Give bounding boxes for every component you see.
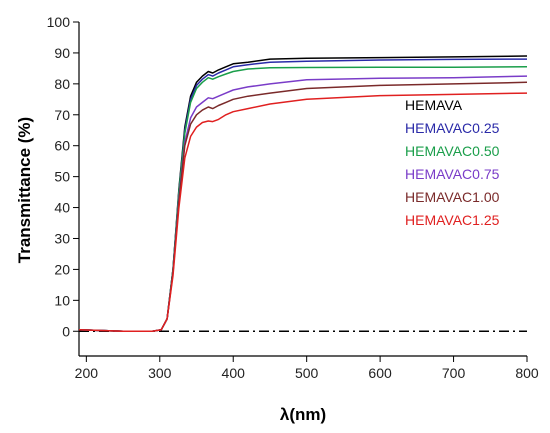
y-tick-label: 40 xyxy=(54,200,70,216)
x-tick-label: 700 xyxy=(442,365,466,381)
legend-label-hemavac0-50: HEMAVAC0.50 xyxy=(405,143,500,159)
y-tick-label: 90 xyxy=(54,45,70,61)
y-tick-label: 80 xyxy=(54,76,70,92)
series-lines xyxy=(78,55,528,333)
legend-label-hemavac0-75: HEMAVAC0.75 xyxy=(405,166,500,182)
legend-label-hemavac1-00: HEMAVAC1.00 xyxy=(405,189,500,205)
x-tick-label: 500 xyxy=(295,365,319,381)
legend-label-hemava: HEMAVA xyxy=(405,97,463,113)
x-tick-label: 600 xyxy=(368,365,392,381)
y-tick-label: 30 xyxy=(54,230,70,246)
y-tick-label: 100 xyxy=(47,14,71,30)
x-tick-label: 400 xyxy=(222,365,246,381)
x-tick-label: 200 xyxy=(75,365,99,381)
x-tick-label: 800 xyxy=(515,365,539,381)
y-tick-label: 50 xyxy=(54,169,70,185)
legend-label-hemavac1-25: HEMAVAC1.25 xyxy=(405,212,500,228)
series-line-hemavac1-25 xyxy=(78,92,528,333)
x-axis-title: λ(nm) xyxy=(280,405,326,424)
y-tick-label: 0 xyxy=(62,323,70,339)
x-tick-label: 300 xyxy=(148,365,172,381)
y-tick-label: 70 xyxy=(54,107,70,123)
y-axis-title: Transmittance (%) xyxy=(15,117,34,263)
legend-label-hemavac0-25: HEMAVAC0.25 xyxy=(405,120,500,136)
legend: HEMAVA HEMAVAC0.25 HEMAVAC0.50 HEMAVAC0.75 H… xyxy=(405,97,500,228)
y-tick-label: 60 xyxy=(54,138,70,154)
y-tick-label: 10 xyxy=(54,292,70,308)
y-tick-label: 20 xyxy=(54,261,70,277)
axes: 0 10 20 30 40 50 60 70 80 90 100 200 300 400 500 600 700… xyxy=(47,14,539,381)
